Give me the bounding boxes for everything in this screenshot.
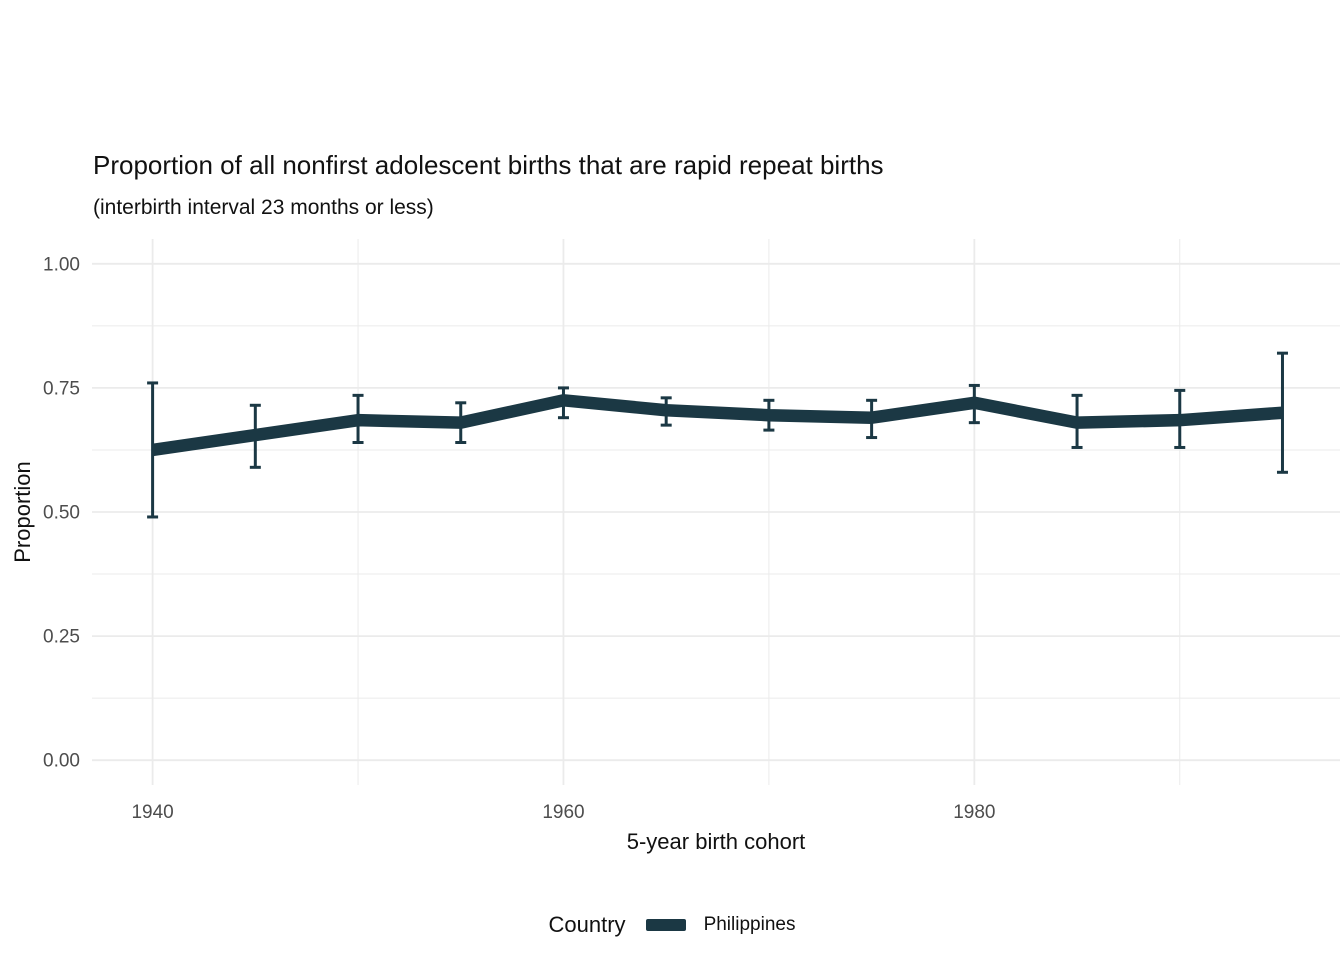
y-axis-title: Proportion: [10, 461, 35, 563]
x-tick-label: 1980: [953, 802, 995, 823]
x-axis-title: 5-year birth cohort: [626, 829, 806, 854]
legend-title: Country: [548, 912, 626, 937]
x-tick-label: 1940: [131, 802, 173, 823]
y-tick-label: 1.00: [43, 254, 80, 275]
x-tick-label: 1960: [542, 802, 584, 823]
series-line-philippines: [151, 394, 1283, 457]
y-tick-label: 0.75: [43, 378, 80, 399]
y-tick-label: 0.00: [43, 751, 80, 772]
y-tick-label: 0.50: [43, 503, 80, 524]
y-tick-label: 0.25: [43, 627, 80, 648]
legend-line-swatch: [645, 919, 686, 931]
chart-subtitle: (interbirth interval 23 months or less): [93, 196, 434, 219]
legend-entry-philippines: Philippines: [703, 914, 796, 935]
chart-title: Proportion of all nonfirst adolescent bi…: [93, 150, 884, 180]
legend: Country Philippines: [0, 908, 1344, 942]
